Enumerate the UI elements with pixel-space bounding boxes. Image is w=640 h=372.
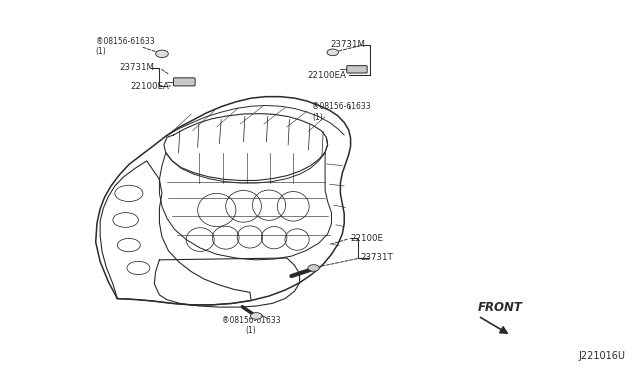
- Text: FRONT: FRONT: [478, 301, 523, 314]
- Text: 22100EA: 22100EA: [307, 71, 346, 80]
- Text: ®08156-61633
(1): ®08156-61633 (1): [222, 316, 280, 335]
- FancyBboxPatch shape: [173, 78, 195, 86]
- Circle shape: [156, 50, 168, 58]
- Text: ®08156-61633
(1): ®08156-61633 (1): [96, 37, 154, 56]
- Circle shape: [308, 264, 319, 271]
- Circle shape: [250, 312, 262, 319]
- Text: ®08156-61633
(1): ®08156-61633 (1): [312, 102, 371, 122]
- Text: 22100EA: 22100EA: [130, 82, 169, 91]
- FancyBboxPatch shape: [347, 65, 367, 73]
- Text: 23731M: 23731M: [330, 41, 365, 49]
- Text: 23731T: 23731T: [360, 253, 393, 263]
- Circle shape: [327, 49, 339, 56]
- Text: J221016U: J221016U: [579, 352, 626, 361]
- Text: 23731M: 23731M: [119, 63, 154, 72]
- Text: 22100E: 22100E: [350, 234, 383, 243]
